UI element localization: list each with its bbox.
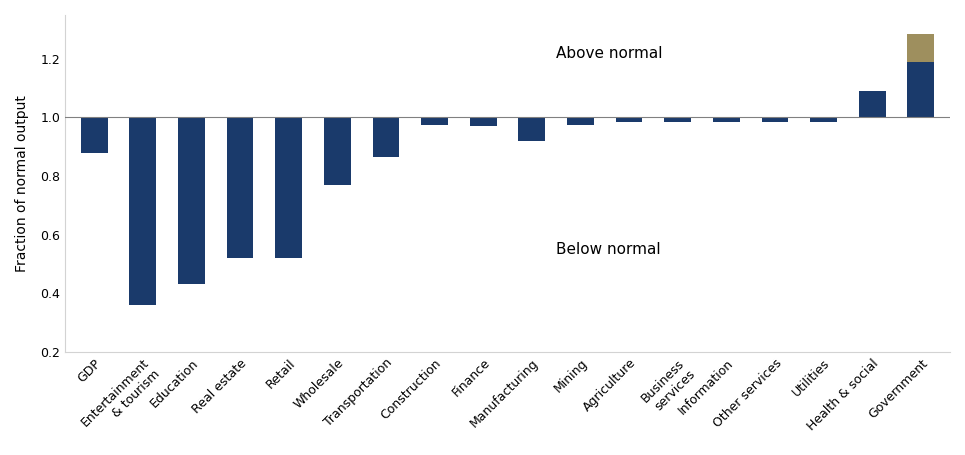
Bar — [275, 117, 302, 258]
Text: Below normal: Below normal — [556, 242, 661, 257]
Text: Above normal: Above normal — [556, 46, 663, 61]
Y-axis label: Fraction of normal output: Fraction of normal output — [15, 95, 29, 272]
Bar — [178, 117, 205, 284]
Bar — [470, 117, 497, 126]
Bar — [227, 117, 254, 258]
Bar — [324, 117, 350, 185]
Bar — [567, 117, 593, 125]
Bar — [518, 117, 545, 141]
Bar — [616, 117, 643, 122]
Bar — [761, 117, 788, 122]
Bar — [129, 117, 156, 305]
Bar — [907, 34, 934, 62]
Bar — [811, 117, 837, 122]
Bar — [372, 117, 400, 157]
Bar — [81, 117, 107, 152]
Bar — [907, 62, 934, 117]
Bar — [713, 117, 740, 122]
Bar — [664, 117, 691, 122]
Bar — [859, 91, 886, 117]
Bar — [421, 117, 448, 125]
